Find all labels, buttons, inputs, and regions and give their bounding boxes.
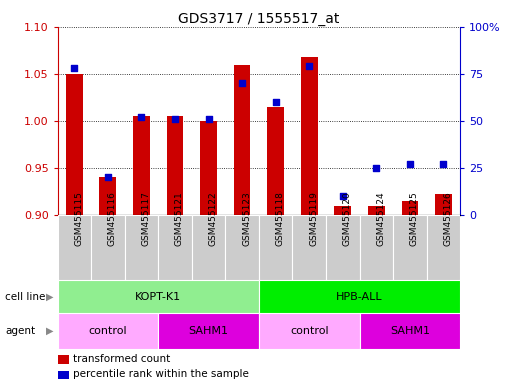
Bar	[326, 215, 360, 280]
Bar	[66, 74, 83, 215]
Bar	[225, 215, 259, 280]
Bar	[360, 215, 393, 280]
Point	[439, 161, 448, 167]
Bar	[200, 121, 217, 215]
Text: HPB-ALL: HPB-ALL	[336, 291, 383, 302]
Text: control: control	[290, 326, 328, 336]
Bar	[158, 313, 259, 349]
Point	[238, 80, 246, 86]
Bar	[192, 215, 225, 280]
Text: control: control	[88, 326, 127, 336]
Text: GSM455116: GSM455116	[108, 191, 117, 246]
Text: GSM455125: GSM455125	[410, 191, 419, 246]
Text: GSM455115: GSM455115	[74, 191, 83, 246]
Bar	[234, 65, 251, 215]
Bar	[167, 116, 184, 215]
Bar	[427, 215, 460, 280]
Point	[271, 99, 280, 105]
Bar	[435, 194, 452, 215]
Bar	[267, 107, 284, 215]
Bar	[402, 201, 418, 215]
Bar	[301, 57, 317, 215]
Text: ▶: ▶	[46, 326, 53, 336]
Text: cell line: cell line	[5, 291, 46, 302]
Point	[305, 63, 313, 70]
Text: KOPT-K1: KOPT-K1	[135, 291, 181, 302]
Point	[70, 65, 78, 71]
Bar	[91, 215, 124, 280]
Point	[104, 174, 112, 180]
Text: transformed count: transformed count	[73, 354, 170, 364]
Text: percentile rank within the sample: percentile rank within the sample	[73, 369, 249, 379]
Point	[171, 116, 179, 122]
Text: GSM455123: GSM455123	[242, 191, 251, 246]
Bar	[259, 280, 460, 313]
Text: GSM455121: GSM455121	[175, 191, 184, 246]
Text: GSM455120: GSM455120	[343, 191, 352, 246]
Bar	[124, 215, 158, 280]
Bar	[99, 177, 116, 215]
Text: GSM455124: GSM455124	[377, 191, 385, 246]
Text: agent: agent	[5, 326, 36, 336]
Text: SAHM1: SAHM1	[390, 326, 430, 336]
Bar	[368, 205, 385, 215]
Point	[338, 193, 347, 199]
Text: GSM455117: GSM455117	[141, 191, 151, 246]
Bar	[259, 313, 360, 349]
Bar	[58, 215, 91, 280]
Text: GSM455122: GSM455122	[209, 191, 218, 246]
Bar	[393, 215, 427, 280]
Text: ▶: ▶	[46, 291, 53, 302]
Bar	[133, 116, 150, 215]
Bar	[58, 313, 158, 349]
Point	[204, 116, 213, 122]
Point	[406, 161, 414, 167]
Bar	[292, 215, 326, 280]
Bar	[334, 205, 351, 215]
Bar	[360, 313, 460, 349]
Point	[372, 165, 381, 171]
Text: SAHM1: SAHM1	[189, 326, 229, 336]
Text: GDS3717 / 1555517_at: GDS3717 / 1555517_at	[178, 12, 339, 25]
Bar	[259, 215, 292, 280]
Bar	[158, 215, 192, 280]
Text: GSM455119: GSM455119	[309, 191, 318, 246]
Text: GSM455118: GSM455118	[276, 191, 285, 246]
Point	[137, 114, 145, 120]
Bar	[58, 280, 259, 313]
Text: GSM455126: GSM455126	[444, 191, 452, 246]
